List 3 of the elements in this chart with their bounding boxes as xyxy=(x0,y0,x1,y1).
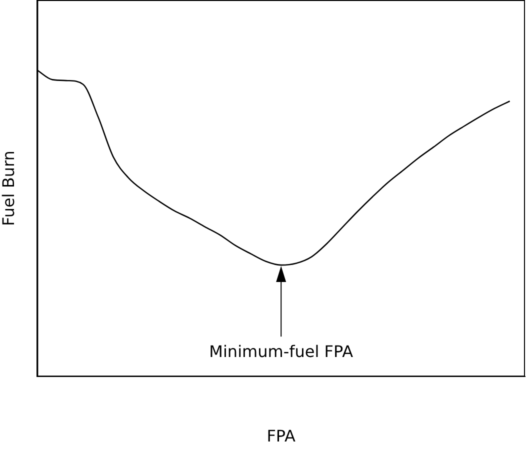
annotation: Minimum-fuel FPA xyxy=(209,342,354,361)
y-axis-title: Fuel Burn xyxy=(0,150,18,226)
x-axis-title: FPA xyxy=(266,426,296,446)
